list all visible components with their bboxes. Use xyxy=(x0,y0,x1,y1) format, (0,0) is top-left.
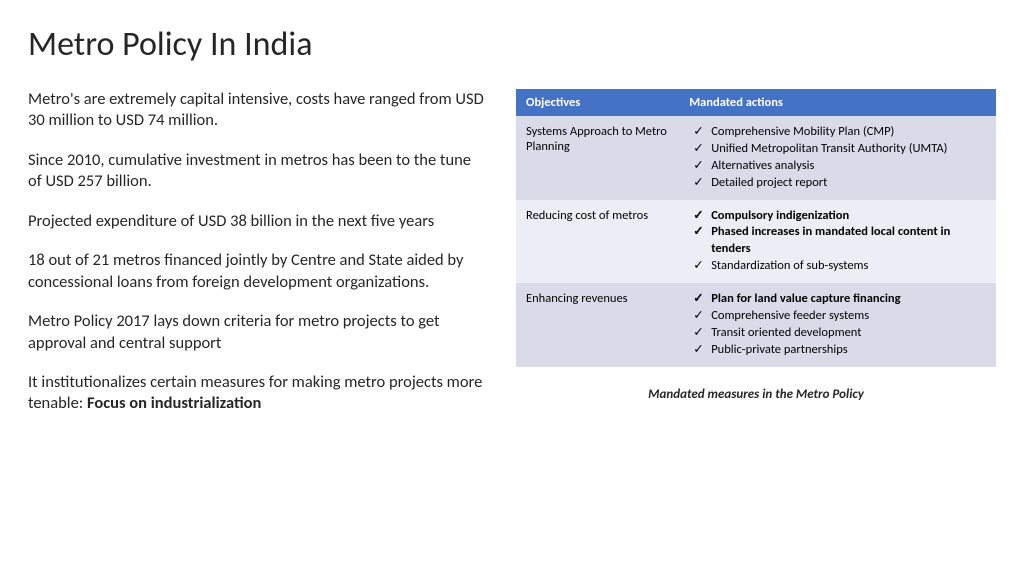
table-header-row: Objectives Mandated actions xyxy=(516,89,996,116)
actions-cell: Plan for land value capture financingCom… xyxy=(679,283,996,367)
content-row: Metro's are extremely capital intensive,… xyxy=(28,89,996,433)
action-item: Compulsory indigenization xyxy=(689,208,986,225)
body-paragraph: 18 out of 21 metros financed jointly by … xyxy=(28,250,488,293)
slide-title: Metro Policy In India xyxy=(28,24,996,65)
mandated-actions-table: Objectives Mandated actions Systems Appr… xyxy=(516,89,996,367)
action-item: Unified Metropolitan Transit Authority (… xyxy=(689,141,986,158)
table-body: Systems Approach to Metro PlanningCompre… xyxy=(516,116,996,367)
slide: Metro Policy In India Metro's are extrem… xyxy=(0,0,1024,457)
body-paragraph: It institutionalizes certain measures fo… xyxy=(28,372,488,415)
body-paragraph: Metro Policy 2017 lays down criteria for… xyxy=(28,311,488,354)
table-column: Objectives Mandated actions Systems Appr… xyxy=(516,89,996,433)
action-item: Transit oriented development xyxy=(689,325,986,342)
actions-list: Comprehensive Mobility Plan (CMP)Unified… xyxy=(689,124,986,192)
actions-cell: Compulsory indigenizationPhased increase… xyxy=(679,200,996,284)
action-item: Public-private partnerships xyxy=(689,342,986,359)
table-caption: Mandated measures in the Metro Policy xyxy=(516,387,996,402)
actions-list: Compulsory indigenizationPhased increase… xyxy=(689,208,986,276)
emphasis-text: Focus on industrialization xyxy=(87,393,261,413)
action-item: Plan for land value capture financing xyxy=(689,291,986,308)
body-text-column: Metro's are extremely capital intensive,… xyxy=(28,89,488,433)
action-item: Phased increases in mandated local conte… xyxy=(689,224,986,258)
body-paragraph: Since 2010, cumulative investment in met… xyxy=(28,150,488,193)
objective-cell: Reducing cost of metros xyxy=(516,200,679,284)
actions-list: Plan for land value capture financingCom… xyxy=(689,291,986,359)
objective-cell: Enhancing revenues xyxy=(516,283,679,367)
body-paragraph: Projected expenditure of USD 38 billion … xyxy=(28,211,488,232)
action-item: Standardization of sub-systems xyxy=(689,258,986,275)
objective-cell: Systems Approach to Metro Planning xyxy=(516,116,679,200)
table-row: Systems Approach to Metro PlanningCompre… xyxy=(516,116,996,200)
table-row: Enhancing revenuesPlan for land value ca… xyxy=(516,283,996,367)
action-item: Comprehensive Mobility Plan (CMP) xyxy=(689,124,986,141)
table-row: Reducing cost of metrosCompulsory indige… xyxy=(516,200,996,284)
body-paragraph: Metro's are extremely capital intensive,… xyxy=(28,89,488,132)
th-actions: Mandated actions xyxy=(679,89,996,116)
th-objectives: Objectives xyxy=(516,89,679,116)
action-item: Detailed project report xyxy=(689,175,986,192)
action-item: Alternatives analysis xyxy=(689,158,986,175)
actions-cell: Comprehensive Mobility Plan (CMP)Unified… xyxy=(679,116,996,200)
action-item: Comprehensive feeder systems xyxy=(689,308,986,325)
